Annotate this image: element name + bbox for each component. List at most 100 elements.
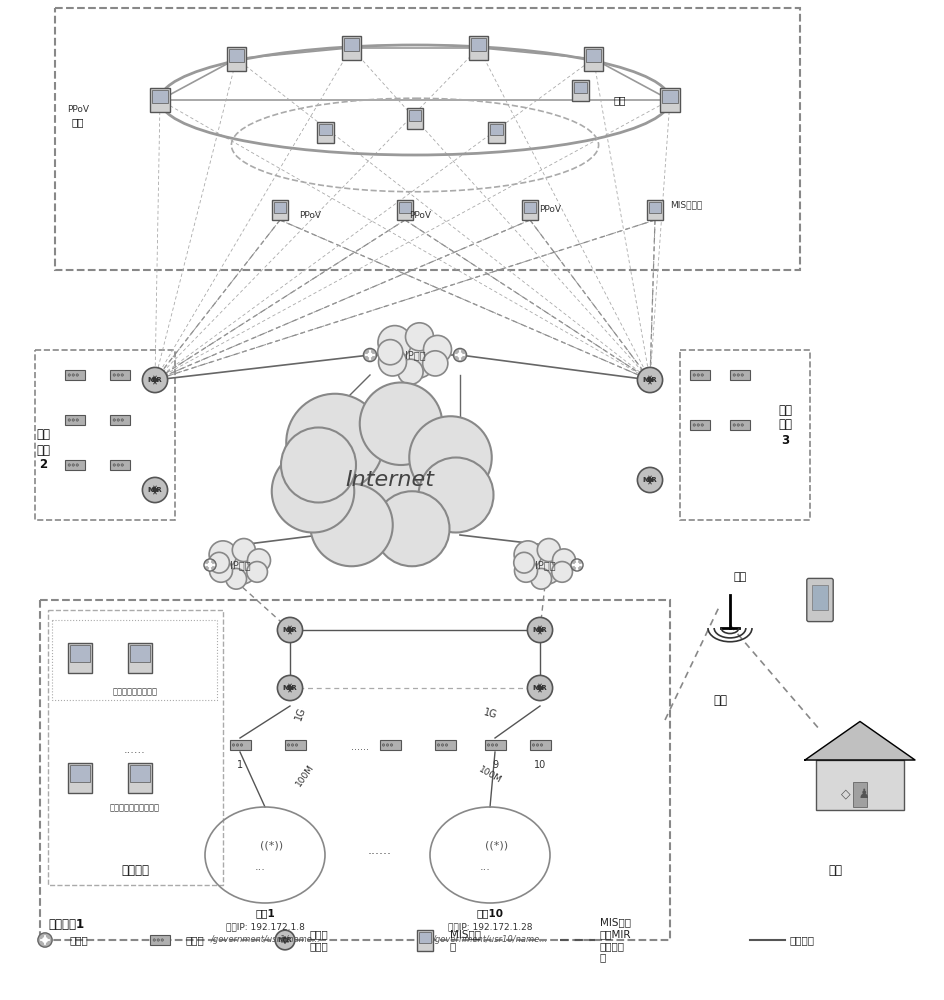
Circle shape <box>446 744 447 746</box>
FancyBboxPatch shape <box>150 88 170 112</box>
Circle shape <box>540 744 543 746</box>
FancyBboxPatch shape <box>110 460 129 470</box>
Text: MIR: MIR <box>278 937 293 943</box>
Circle shape <box>295 744 297 746</box>
Circle shape <box>487 744 490 746</box>
Circle shape <box>378 340 403 365</box>
FancyBboxPatch shape <box>150 935 170 945</box>
FancyBboxPatch shape <box>228 49 244 62</box>
Circle shape <box>418 458 494 532</box>
FancyBboxPatch shape <box>816 760 904 810</box>
FancyBboxPatch shape <box>807 578 834 622</box>
FancyBboxPatch shape <box>586 49 601 62</box>
Text: 交换机: 交换机 <box>185 935 204 945</box>
Text: MIS服务器: MIS服务器 <box>670 200 702 210</box>
Circle shape <box>72 419 75 421</box>
Text: MIS服务
器与MIR
路由器通
信: MIS服务 器与MIR 路由器通 信 <box>600 918 632 962</box>
Text: ...: ... <box>480 862 491 872</box>
Text: IP网络: IP网络 <box>534 560 555 570</box>
FancyBboxPatch shape <box>416 930 433 950</box>
Circle shape <box>363 348 377 362</box>
Text: MIR: MIR <box>282 627 297 633</box>
FancyBboxPatch shape <box>379 740 400 750</box>
FancyBboxPatch shape <box>690 420 710 430</box>
Circle shape <box>68 464 71 466</box>
Circle shape <box>68 419 71 421</box>
Text: Internet: Internet <box>346 470 434 490</box>
Circle shape <box>232 744 235 746</box>
Circle shape <box>72 374 75 376</box>
Text: 1G: 1G <box>293 706 307 722</box>
Circle shape <box>278 617 303 643</box>
Circle shape <box>226 568 246 589</box>
Circle shape <box>236 744 239 746</box>
Circle shape <box>287 744 290 746</box>
Circle shape <box>360 382 442 465</box>
FancyBboxPatch shape <box>128 643 152 673</box>
Text: ((*)): ((*)) <box>485 840 515 850</box>
Text: MIR: MIR <box>643 477 657 483</box>
FancyBboxPatch shape <box>490 123 503 135</box>
Circle shape <box>210 541 237 568</box>
Circle shape <box>733 424 735 426</box>
Text: 10: 10 <box>534 760 547 770</box>
Circle shape <box>117 464 120 466</box>
FancyBboxPatch shape <box>524 202 536 213</box>
Text: MIR: MIR <box>643 377 657 383</box>
Circle shape <box>232 539 255 562</box>
Text: IP网络: IP网络 <box>405 350 426 360</box>
Text: MIS服务
器: MIS服务 器 <box>450 929 481 951</box>
Text: 1G: 1G <box>482 707 497 721</box>
Text: 物理链路: 物理链路 <box>790 935 815 945</box>
Circle shape <box>210 559 232 582</box>
Circle shape <box>241 744 243 746</box>
Circle shape <box>379 348 407 376</box>
Circle shape <box>693 374 696 376</box>
Circle shape <box>423 351 447 376</box>
FancyBboxPatch shape <box>317 121 334 142</box>
Text: PPoV: PPoV <box>409 211 431 220</box>
Text: ...: ... <box>255 862 265 872</box>
FancyBboxPatch shape <box>130 765 150 782</box>
Circle shape <box>292 744 294 746</box>
Circle shape <box>537 539 561 562</box>
Text: 100M: 100M <box>295 762 316 788</box>
Circle shape <box>204 559 216 571</box>
Text: /government/usr10/name...: /government/usr10/name... <box>432 934 548 944</box>
FancyBboxPatch shape <box>65 415 85 425</box>
Circle shape <box>532 744 534 746</box>
Circle shape <box>701 424 703 426</box>
FancyBboxPatch shape <box>469 36 488 60</box>
Text: 基站: 基站 <box>733 572 747 582</box>
Circle shape <box>453 348 466 362</box>
Text: 验证: 验证 <box>72 117 84 127</box>
Text: MIR: MIR <box>532 627 548 633</box>
Text: ......: ...... <box>368 844 392 856</box>
Text: ((*)): ((*)) <box>260 840 290 850</box>
Circle shape <box>526 545 565 585</box>
FancyBboxPatch shape <box>649 202 661 213</box>
Circle shape <box>221 545 260 585</box>
Circle shape <box>323 412 458 548</box>
Circle shape <box>514 541 542 568</box>
Circle shape <box>76 419 78 421</box>
Text: 用户10: 用户10 <box>477 908 503 918</box>
FancyBboxPatch shape <box>130 645 150 662</box>
FancyBboxPatch shape <box>418 932 431 943</box>
Circle shape <box>117 419 120 421</box>
FancyBboxPatch shape <box>530 740 550 750</box>
Text: PPoV: PPoV <box>539 206 561 215</box>
FancyBboxPatch shape <box>342 36 361 60</box>
FancyBboxPatch shape <box>65 370 85 380</box>
Text: 100M: 100M <box>477 765 503 785</box>
Circle shape <box>514 552 534 573</box>
FancyBboxPatch shape <box>853 782 867 807</box>
Circle shape <box>741 424 744 426</box>
Circle shape <box>437 744 440 746</box>
FancyBboxPatch shape <box>65 460 85 470</box>
Circle shape <box>398 359 423 384</box>
Text: 用户1: 用户1 <box>255 908 275 918</box>
Circle shape <box>161 939 163 941</box>
Circle shape <box>375 491 449 566</box>
FancyBboxPatch shape <box>110 415 129 425</box>
